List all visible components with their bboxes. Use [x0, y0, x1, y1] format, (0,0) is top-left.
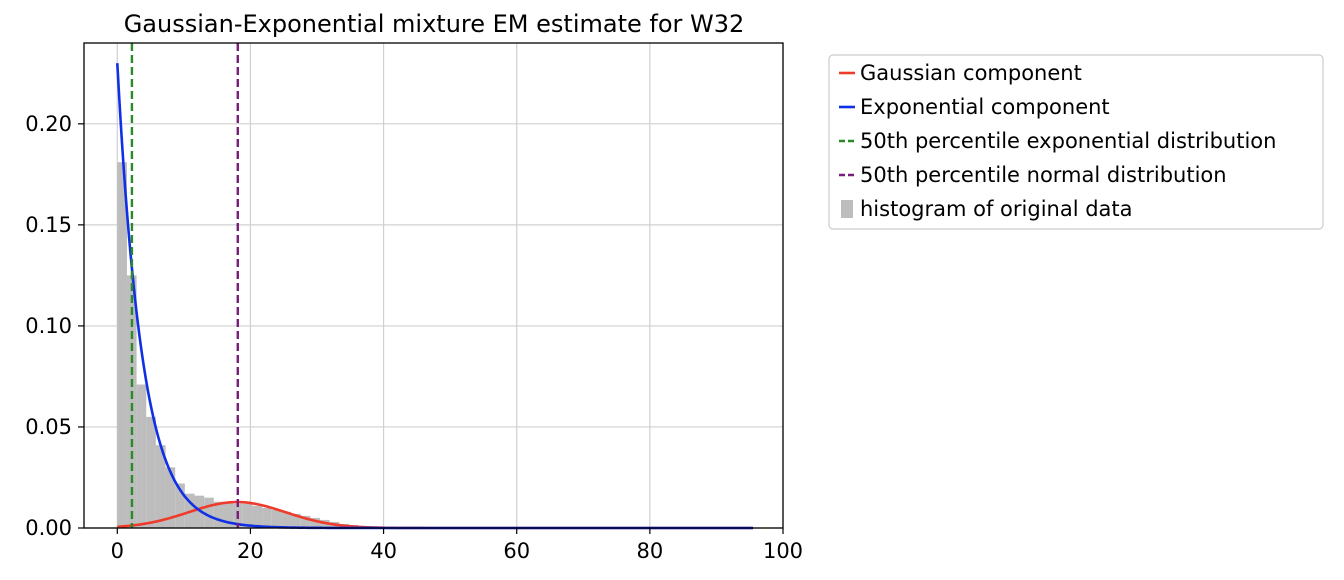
y-tick-label: 0.05 [25, 415, 72, 439]
histogram-bar [136, 384, 147, 528]
histogram-bar [146, 416, 156, 528]
legend-label: 50th percentile exponential distribution [860, 129, 1276, 153]
chart-title: Gaussian-Exponential mixture EM estimate… [124, 10, 745, 38]
grid [84, 43, 784, 529]
histogram [117, 162, 388, 528]
histogram-bar [117, 162, 127, 528]
legend-box [828, 54, 1324, 230]
histogram-bar [165, 467, 176, 528]
y-tick-label: 0.00 [25, 516, 72, 540]
x-tick-label: 100 [763, 539, 803, 563]
histogram-bar [242, 503, 253, 528]
legend-swatch [841, 200, 853, 218]
x-tick-label: 20 [237, 539, 264, 563]
y-tick-label: 0.10 [25, 314, 72, 338]
plot-frame [83, 42, 784, 529]
histogram-bar [175, 483, 185, 528]
x-tick-label: 60 [503, 539, 530, 563]
exponential-component-line [115, 63, 754, 530]
histogram-bar [271, 509, 282, 528]
legend: Gaussian component Exponential component 5… [828, 54, 1324, 230]
histogram-bar [223, 501, 234, 528]
histogram-bar [204, 497, 214, 528]
x-tick-label: 80 [636, 539, 663, 563]
histogram-bar [213, 501, 224, 528]
legend-label: 50th percentile normal distribution [860, 163, 1227, 187]
histogram-bar [300, 515, 311, 528]
histogram-bar [262, 507, 272, 528]
x-tick-label: 40 [370, 539, 397, 563]
histogram-bar [310, 517, 320, 528]
legend-label: histogram of original data [860, 197, 1133, 221]
legend-label: Exponential component [860, 95, 1110, 119]
histogram-bar [155, 445, 166, 528]
percentile-lines [130, 43, 239, 528]
histogram-bar [281, 511, 292, 528]
y-tick-label: 0.20 [25, 112, 72, 136]
x-axis: 0 20 40 60 80 100 [111, 528, 803, 563]
histogram-bar [252, 505, 263, 528]
histogram-bar [126, 275, 137, 528]
y-tick-label: 0.15 [25, 213, 72, 237]
x-tick-label: 0 [111, 539, 124, 563]
legend-label: Gaussian component [860, 61, 1082, 85]
y-axis: 0.00 0.05 0.10 0.15 0.20 [25, 112, 84, 540]
histogram-bar [291, 513, 301, 528]
curves [115, 63, 754, 530]
